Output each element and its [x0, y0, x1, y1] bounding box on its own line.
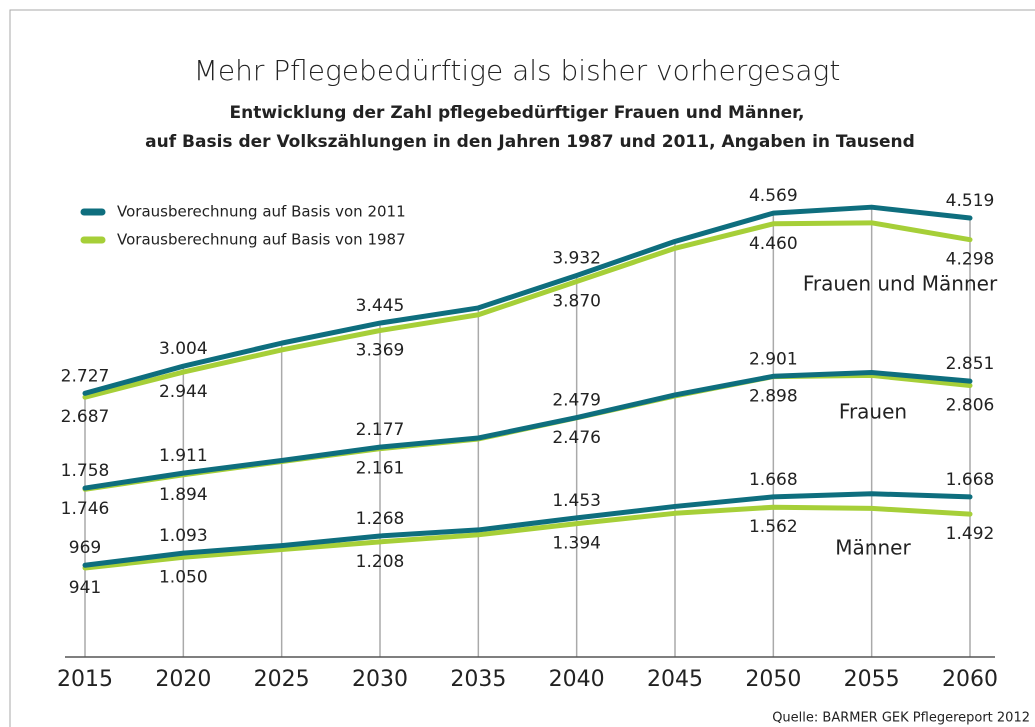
data-label: 2.898 [749, 387, 798, 407]
data-label: 2.479 [552, 391, 601, 411]
data-label: 1.668 [749, 470, 798, 490]
data-label: 1.562 [749, 517, 798, 537]
data-label: 2.161 [356, 459, 405, 479]
series-line [82, 504, 973, 571]
data-label: 941 [69, 578, 101, 598]
data-label: 2.177 [356, 420, 405, 440]
series-group-label: Frauen und Männer [803, 272, 998, 296]
data-label: 1.050 [159, 567, 208, 587]
series-line [82, 372, 973, 492]
data-label: 2.944 [159, 382, 208, 402]
data-label: 1.453 [552, 491, 601, 511]
x-tick-label: 2045 [647, 667, 703, 692]
x-tick-label: 2055 [844, 667, 900, 692]
data-label: 4.519 [946, 191, 995, 211]
x-tick-label: 2050 [745, 667, 801, 692]
series-group-label: Frauen [839, 400, 907, 424]
subtitle: Entwicklung der Zahl pflegebedürftiger F… [229, 103, 804, 123]
x-tick-label: 2030 [352, 667, 408, 692]
frame [9, 9, 1035, 727]
x-tick-label: 2015 [57, 667, 113, 692]
data-label: 1.668 [946, 470, 995, 490]
data-label: 3.369 [356, 341, 405, 361]
x-tick-label: 2035 [450, 667, 506, 692]
x-tick-label: 2020 [155, 667, 211, 692]
data-label: 2.727 [61, 366, 110, 386]
data-label: 1.268 [356, 509, 405, 529]
data-label: 3.004 [159, 339, 208, 359]
series-line [82, 369, 973, 491]
series-group-label: Männer [835, 536, 911, 560]
data-label: 4.298 [946, 250, 995, 270]
legend-label: Vorausberechnung auf Basis von 2011 [117, 203, 406, 221]
data-label: 2.806 [946, 396, 995, 416]
data-label: 1.208 [356, 552, 405, 572]
data-label: 2.687 [61, 407, 110, 427]
data-label: 1.093 [159, 526, 208, 546]
data-label: 2.851 [946, 354, 995, 374]
data-label: 1.746 [61, 499, 110, 519]
chart-title: Mehr Pflegebedürftige als bisher vorherg… [194, 54, 841, 87]
x-tick-label: 2060 [942, 667, 998, 692]
data-label: 3.445 [356, 296, 405, 316]
data-label: 2.901 [749, 349, 798, 369]
data-label: 3.870 [552, 292, 601, 312]
x-tick-label: 2040 [549, 667, 605, 692]
x-tick-label: 2025 [254, 667, 310, 692]
data-label: 1.894 [159, 485, 208, 505]
source: Quelle: BARMER GEK Pflegereport 2012 [772, 711, 1030, 726]
series-line [82, 204, 973, 396]
data-label: 2.476 [552, 428, 601, 448]
data-label: 3.932 [552, 248, 601, 268]
series-line [82, 491, 973, 568]
data-label: 4.569 [749, 186, 798, 206]
data-label: 1.492 [946, 524, 995, 544]
data-label: 969 [69, 538, 101, 558]
legend-label: Vorausberechnung auf Basis von 1987 [117, 231, 406, 249]
data-label: 4.460 [749, 234, 798, 254]
data-label: 1.911 [159, 446, 208, 466]
data-label: 1.394 [552, 534, 601, 554]
subtitle: auf Basis der Volkszählungen in den Jahr… [145, 132, 915, 152]
series-line [82, 220, 973, 400]
data-label: 1.758 [61, 461, 110, 481]
